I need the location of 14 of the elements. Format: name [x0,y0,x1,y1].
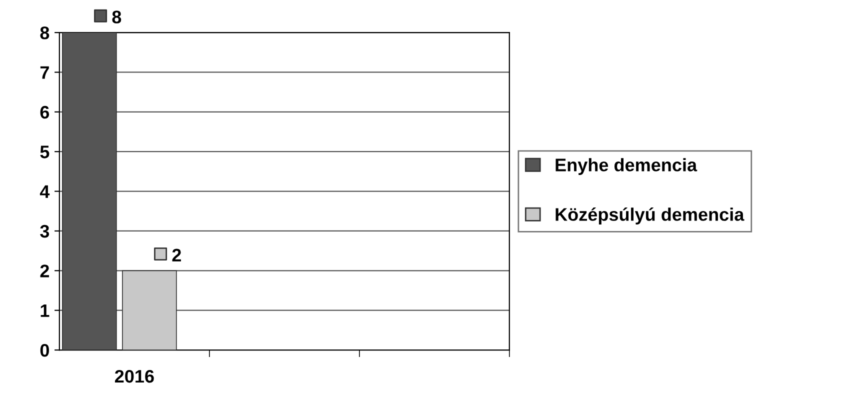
y-tick-label: 8 [40,26,50,40]
y-tick-label: 0 [40,344,49,357]
y-tick-label: 3 [40,224,50,238]
x-tick-label: 2016 [114,370,154,383]
y-tick-label: 7 [40,66,49,79]
y-tick-label: 5 [40,146,50,158]
legend-label: Középsúlyú demencia [556,207,744,224]
y-tick-label: 2 [40,264,49,278]
y-tick-label: 1 [40,304,50,317]
y-tick-label: 6 [40,106,50,119]
legend-label: Enyhe demencia [556,158,698,175]
y-tick-label: 4 [40,185,50,198]
data-label: 2 [172,248,181,262]
data-label: 8 [112,10,122,24]
